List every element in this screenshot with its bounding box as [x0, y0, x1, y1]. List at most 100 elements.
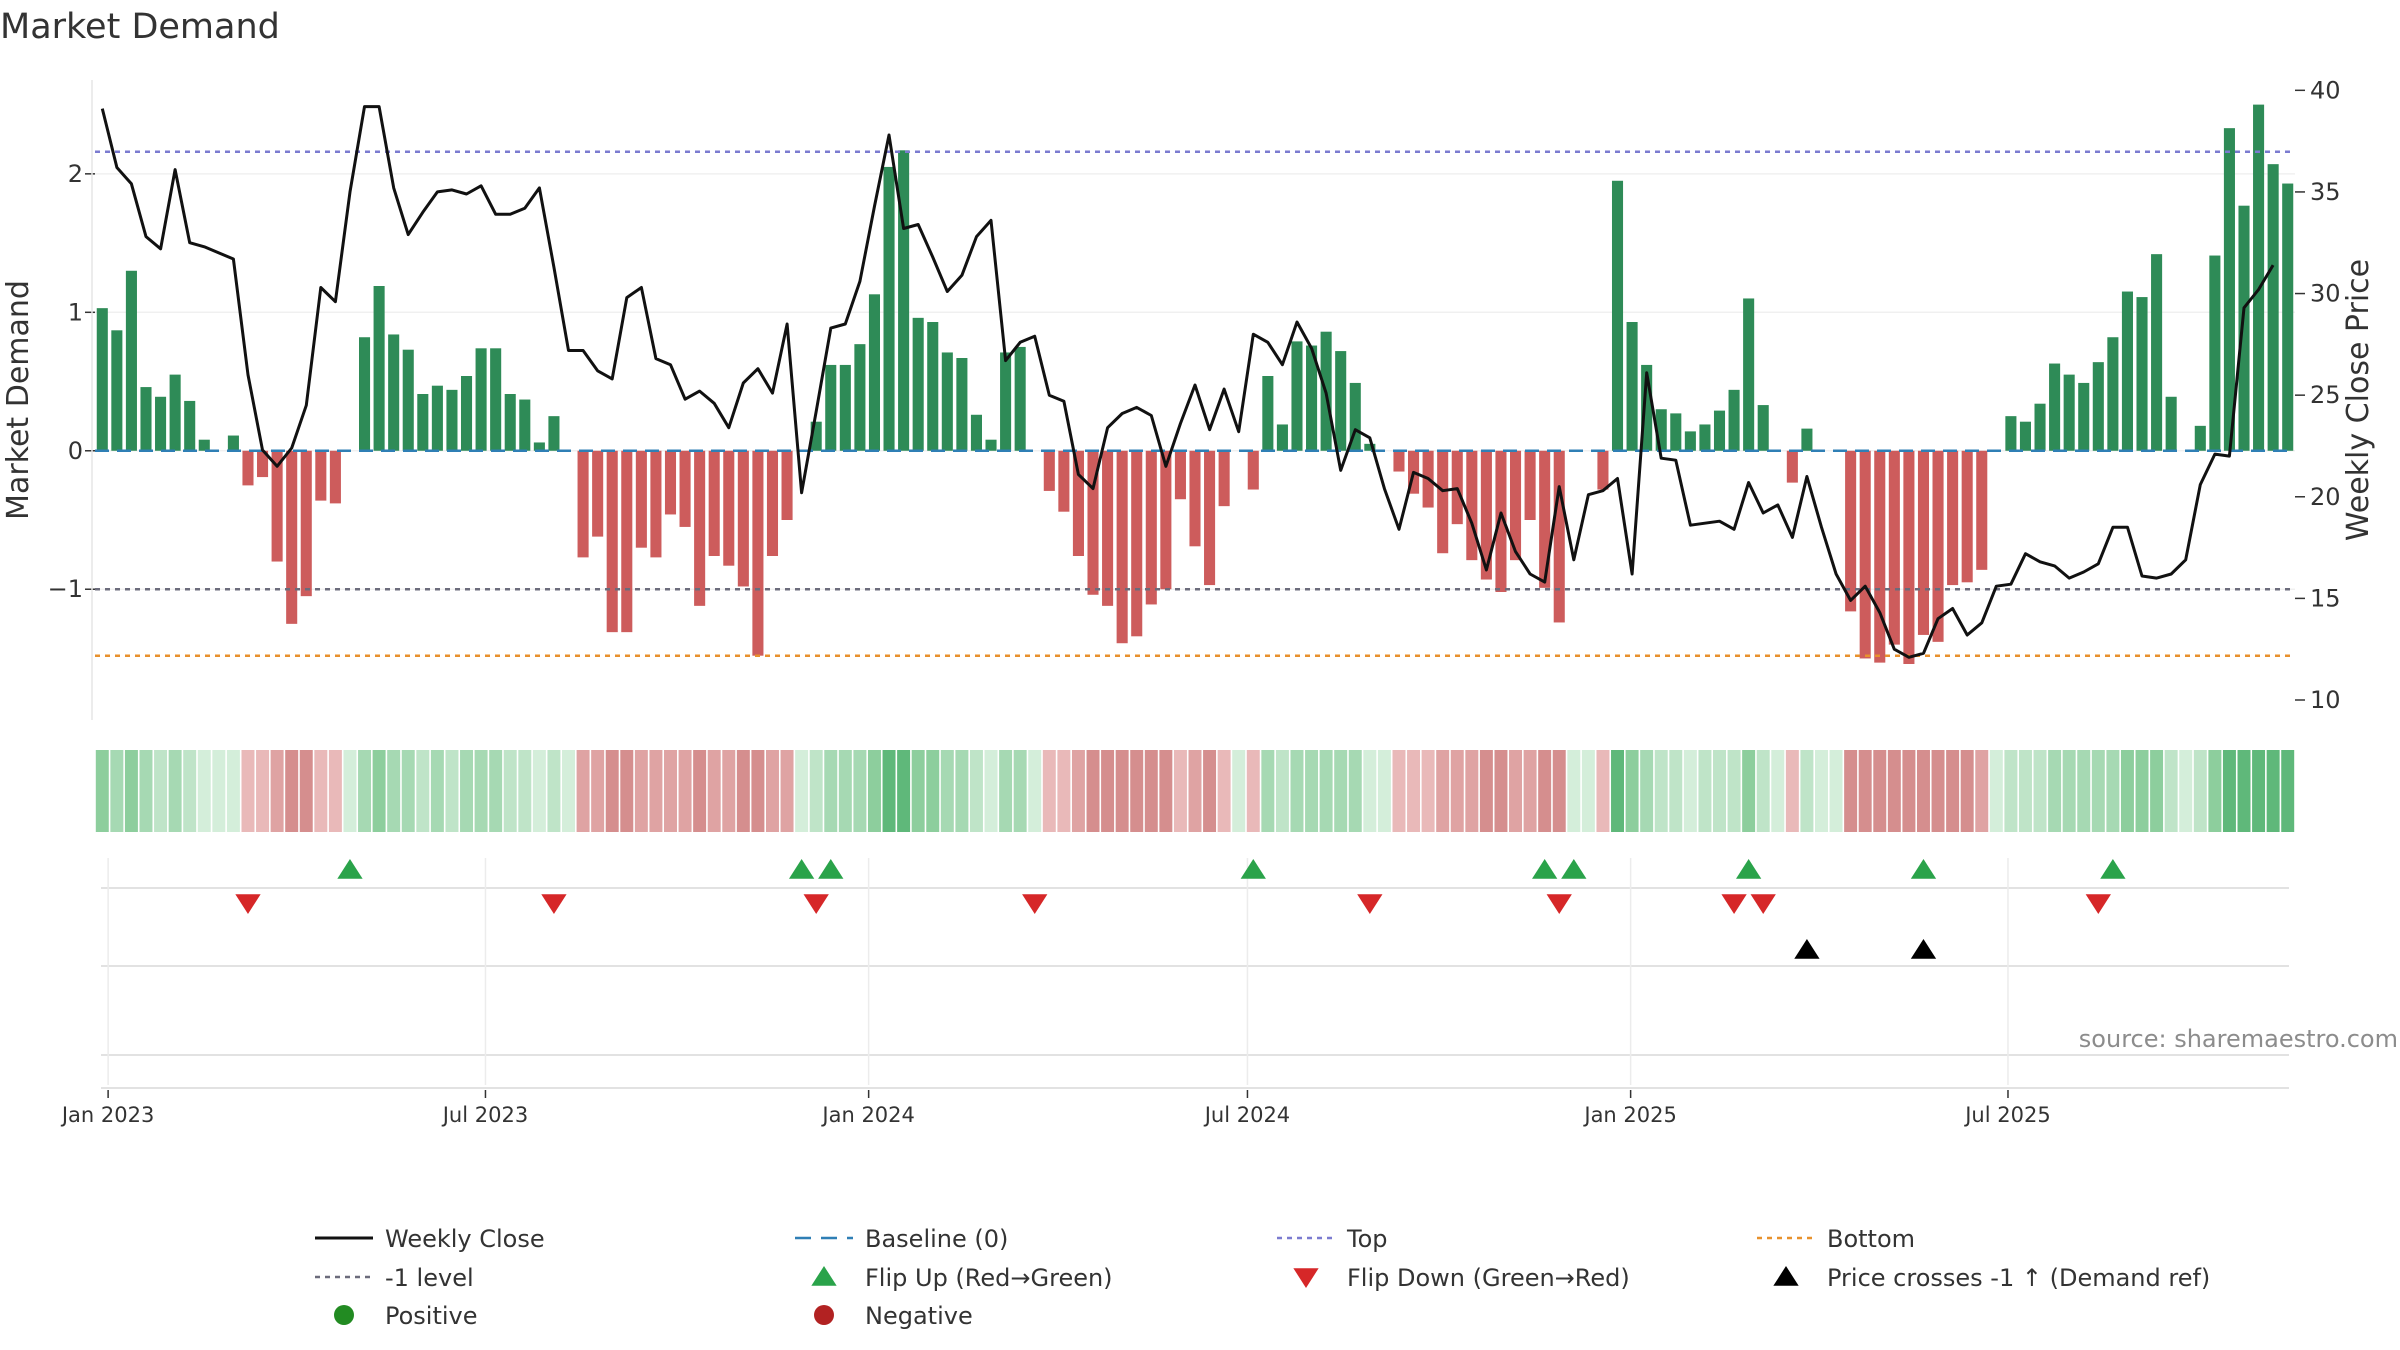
heat-cell — [2208, 750, 2222, 832]
heat-cell — [2091, 750, 2105, 832]
heat-cell — [1683, 750, 1697, 832]
heat-cell — [780, 750, 794, 832]
flip-up-marker — [788, 859, 815, 879]
demand-bar — [883, 166, 895, 451]
legend: Weekly Close Baseline (0) Top Bottom -1 leve… — [315, 1225, 2210, 1330]
heat-cell — [328, 750, 342, 832]
y2-tick-label: 20 — [2310, 483, 2341, 511]
demand-bar — [1728, 389, 1740, 451]
demand-bar — [1466, 450, 1478, 561]
legend-swatch-triangle-up — [1773, 1266, 1799, 1286]
demand-bar — [2107, 337, 2119, 451]
heat-cell — [940, 750, 954, 832]
demand-bar — [286, 450, 298, 624]
heat-cell — [1815, 750, 1828, 832]
demand-bar — [1116, 450, 1128, 644]
flip-up-marker — [1561, 859, 1587, 879]
demand-bar — [1655, 409, 1667, 451]
legend-label: Price crosses -1 ↑ (Demand ref) — [1827, 1264, 2210, 1292]
demand-bar — [1102, 450, 1114, 606]
demand-bar — [1072, 450, 1084, 556]
heat-cell — [285, 750, 299, 832]
heat-cell — [1523, 750, 1537, 832]
heat-cell — [2252, 750, 2266, 832]
demand-bar — [679, 450, 691, 527]
heat-cell — [1275, 750, 1289, 832]
heat-cell — [2164, 750, 2178, 832]
flip-up-marker — [1735, 859, 1762, 879]
flip-down-marker — [1357, 894, 1383, 914]
demand-bar — [1495, 450, 1507, 592]
demand-bar — [1306, 345, 1318, 451]
demand-bars — [96, 104, 2294, 664]
demand-bar — [1713, 410, 1726, 451]
heat-cell — [460, 750, 474, 832]
legend-label: Flip Down (Green→Red) — [1347, 1264, 1630, 1292]
demand-bar — [1204, 450, 1216, 586]
legend-label: Weekly Close — [385, 1225, 545, 1253]
heat-cell — [897, 750, 911, 832]
heat-cell — [518, 750, 532, 832]
flip-up-marker — [2100, 859, 2126, 879]
legend-item: -1 level — [315, 1264, 474, 1292]
heat-cell — [1421, 750, 1435, 832]
heat-cell — [1654, 750, 1668, 832]
x-tick-label: Jul 2025 — [1963, 1103, 2050, 1127]
demand-bar — [927, 322, 939, 451]
x-tick-label: Jul 2023 — [441, 1103, 528, 1127]
heat-cell — [1698, 750, 1712, 832]
demand-bar — [388, 334, 400, 451]
demand-bar — [941, 352, 953, 451]
demand-bar — [1553, 450, 1565, 623]
heat-cell — [678, 750, 692, 832]
heat-cell — [1611, 750, 1625, 832]
heat-cell — [1101, 750, 1115, 832]
x-tick-label: Jan 2024 — [820, 1103, 915, 1127]
demand-bar — [1845, 450, 1857, 612]
demand-bar — [1393, 450, 1405, 472]
demand-bar — [825, 364, 837, 451]
demand-bar — [2253, 104, 2265, 451]
demand-bar — [752, 450, 764, 656]
heat-cell — [1436, 750, 1450, 832]
heat-cell — [168, 750, 182, 832]
demand-bar — [985, 439, 997, 451]
y2-tick-label: 15 — [2310, 584, 2341, 612]
demand-bar — [1641, 364, 1653, 451]
heat-cell — [2281, 750, 2295, 832]
heat-cell — [853, 750, 867, 832]
heat-cell — [1727, 750, 1741, 832]
demand-bar — [125, 270, 137, 451]
heat-cell — [1246, 750, 1260, 832]
demand-bar — [723, 450, 735, 566]
heat-cell — [736, 750, 750, 832]
demand-bar — [198, 439, 210, 451]
demand-bar — [1684, 431, 1696, 451]
flip-down-marker — [1022, 894, 1048, 914]
y-tick-label: −1 — [48, 575, 83, 603]
y-tick-label: 2 — [68, 160, 83, 188]
demand-bar — [402, 349, 414, 451]
flip-up-marker — [1532, 859, 1558, 879]
demand-bar — [257, 450, 269, 478]
legend-label: Flip Up (Red→Green) — [865, 1264, 1113, 1292]
heat-cell — [547, 750, 561, 832]
demand-bar — [359, 337, 371, 451]
demand-bar — [1480, 450, 1492, 580]
legend-item: Weekly Close — [315, 1225, 545, 1253]
demand-bar — [2267, 164, 2279, 451]
heat-cell — [576, 750, 590, 832]
demand-bar — [1539, 450, 1551, 588]
demand-bar — [1932, 450, 1944, 642]
demand-bar — [1000, 352, 1012, 451]
heat-cell — [1290, 750, 1304, 832]
heat-cell — [1756, 750, 1770, 832]
heat-cell — [2179, 750, 2193, 832]
heat-cell — [183, 750, 197, 832]
heat-cell — [226, 750, 240, 832]
heat-cell — [124, 750, 138, 832]
axes-layer: −1 0 1 2 10 15 20 25 30 35 40 Jan 2023 Jul 2023 Jan 2… — [48, 76, 2341, 1127]
demand-bar — [664, 450, 677, 515]
demand-bar — [431, 385, 443, 451]
demand-bar — [1976, 450, 1988, 570]
